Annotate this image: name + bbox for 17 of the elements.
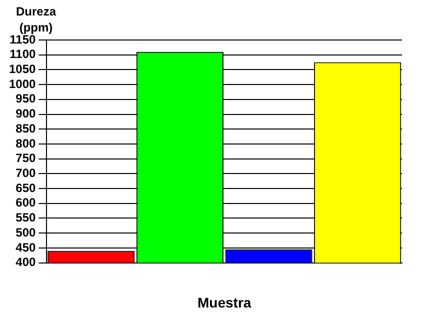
y-tick-label: 850: [16, 121, 36, 136]
y-tick-label: 500: [16, 225, 36, 240]
y-tick-label: 1100: [10, 47, 36, 62]
y-tick-label: 400: [16, 255, 36, 270]
y-axis-title: Dureza (ppm): [16, 4, 56, 34]
y-tick-label: 700: [16, 166, 36, 180]
y-tick-label: 600: [16, 196, 36, 210]
y-tick-label: 550: [16, 210, 36, 225]
y-tick-label: 450: [16, 240, 36, 254]
y-tick-label: 650: [16, 180, 36, 195]
y-tick-label: 1050: [8, 62, 36, 76]
x-axis-title: Muestra: [198, 294, 252, 310]
y-tick-label: 800: [16, 136, 36, 150]
y-tick-label: 750: [16, 151, 36, 166]
y-tick-label: 1000: [8, 76, 36, 91]
y-tick-label: 900: [16, 106, 36, 121]
y-tick-label: 950: [16, 92, 36, 106]
